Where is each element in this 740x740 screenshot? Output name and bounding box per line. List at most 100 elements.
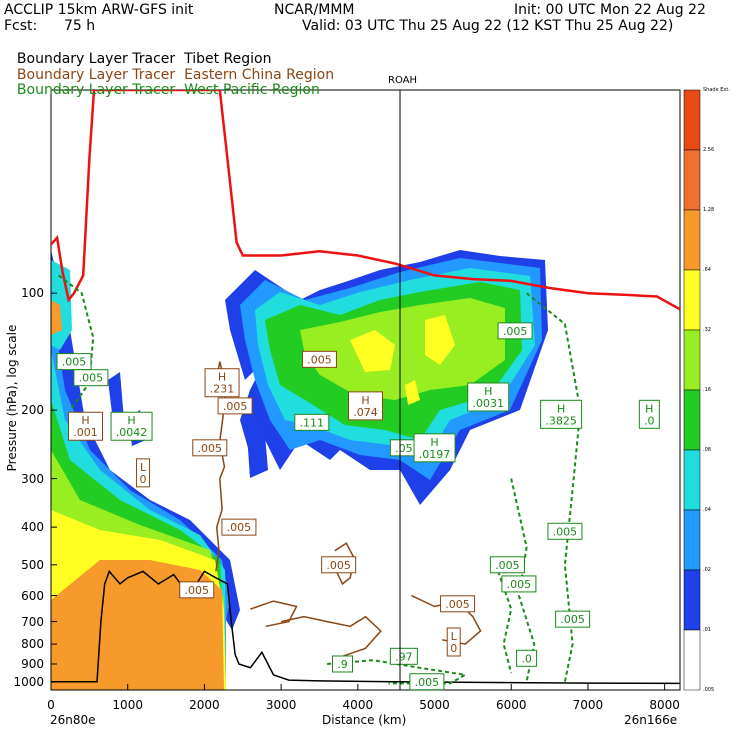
plot-frame xyxy=(50,89,681,691)
contour-label-26: .0 xyxy=(516,649,538,667)
legend-west-pacific-name: Boundary Layer Tracer xyxy=(16,82,176,98)
legend-tibet-name: Boundary Layer Tracer xyxy=(16,51,176,67)
x-axis-label: Distance (km) xyxy=(322,713,407,727)
outflow-yellow-1 xyxy=(350,330,395,372)
svg-text:.111: .111 xyxy=(300,416,325,429)
y-tick-label: 1000 xyxy=(13,674,44,689)
svg-text:.005: .005 xyxy=(326,559,351,572)
contour-label-13: H.0197 xyxy=(413,433,456,463)
contour-label-2: H.001 xyxy=(68,411,104,441)
x-tick-label: 1000 xyxy=(112,698,143,712)
colorbar-label: 1.28 xyxy=(703,207,715,213)
contour-label-14: H.0031 xyxy=(467,382,510,412)
svg-text:H: H xyxy=(430,436,438,449)
svg-text:H: H xyxy=(218,371,226,384)
y-tick-label: 700 xyxy=(21,614,44,629)
svg-text:H: H xyxy=(484,385,492,398)
colorbar-label: .08 xyxy=(703,447,711,453)
contour-label-1: .005 xyxy=(73,369,109,387)
legend-eastern-china-region: Eastern China Region xyxy=(184,67,335,83)
x-tick-label: 6000 xyxy=(495,698,527,712)
legend-west-pacific-region: West Pacific Region xyxy=(184,82,320,98)
fcst-value: 75 h xyxy=(64,18,96,34)
svg-text:.001: .001 xyxy=(73,426,98,439)
x-tick-label: 5000 xyxy=(419,698,450,712)
terrain-line xyxy=(51,569,680,685)
outflow-yellow-2 xyxy=(425,315,455,365)
legend-eastern-china-name: Boundary Layer Tracer xyxy=(16,67,176,83)
svg-text:.0042: .0042 xyxy=(116,426,148,439)
colorbar-label: .32 xyxy=(703,327,711,333)
svg-text:H: H xyxy=(557,402,565,415)
colorbar-label: .64 xyxy=(703,267,711,273)
contour-label-10: H.074 xyxy=(348,391,383,421)
contour-label-20: .005 xyxy=(440,595,476,613)
svg-text:H: H xyxy=(645,402,653,415)
svg-text:.005: .005 xyxy=(223,400,248,413)
y-tick-label: 300 xyxy=(21,471,44,486)
svg-text:.005: .005 xyxy=(553,525,578,538)
contour-label-28: .97 xyxy=(389,647,418,665)
contour-label-27: .9 xyxy=(331,655,353,673)
contour-label-21: .005 xyxy=(489,556,525,574)
colorbar-label: .02 xyxy=(703,567,711,573)
plume-orange xyxy=(51,560,224,690)
svg-text:.3825: .3825 xyxy=(545,414,577,427)
svg-text:0: 0 xyxy=(450,642,457,655)
y-tick-label: 500 xyxy=(21,557,44,572)
fcst-label: Fcst: xyxy=(4,18,38,34)
colorbar-segment xyxy=(683,629,701,691)
x-tick-label: 7000 xyxy=(572,698,604,712)
brown-contour-4 xyxy=(250,600,298,628)
valid-time: Valid: 03 UTC Thu 25 Aug 22 (12 KST Thu … xyxy=(302,18,674,34)
legend-eastern-china: Boundary Layer Tracer Eastern China Regi… xyxy=(8,51,334,83)
outflow-lightgreen xyxy=(300,298,505,400)
outflow-yellow-3 xyxy=(405,380,420,405)
contour-label-22: .005 xyxy=(501,575,537,593)
svg-text:L: L xyxy=(451,630,458,643)
svg-text:.0031: .0031 xyxy=(472,397,504,410)
y-tick-label: 200 xyxy=(21,403,44,418)
y-tick-label: 400 xyxy=(21,520,44,535)
tropopause-line xyxy=(51,90,680,311)
contour-label-25: L0 xyxy=(446,627,461,657)
colorbar-segment xyxy=(683,209,701,271)
colorbar-segment xyxy=(683,149,701,211)
svg-text:.0197: .0197 xyxy=(419,448,451,461)
colorbar xyxy=(683,89,701,691)
colorbar-label: 2.56 xyxy=(703,147,715,153)
svg-text:.005: .005 xyxy=(415,676,440,689)
model-title: ACCLIP 15km ARW-GFS init xyxy=(4,2,194,18)
colorbar-segment xyxy=(683,89,701,151)
svg-text:.005: .005 xyxy=(307,353,332,366)
svg-text:.0: .0 xyxy=(644,414,655,427)
contour-label-7: .005 xyxy=(192,439,228,457)
contour-label-11: .111 xyxy=(294,413,330,431)
svg-text:0: 0 xyxy=(140,473,147,486)
green-contour-1 xyxy=(525,292,582,683)
contour-label-24: .005 xyxy=(555,610,591,628)
svg-text:.005: .005 xyxy=(227,521,252,534)
svg-text:.005: .005 xyxy=(495,559,520,572)
svg-text:.074: .074 xyxy=(353,406,378,419)
contour-label-3: H.0042 xyxy=(110,411,153,441)
y-tick-label: 100 xyxy=(21,286,44,301)
contour-label-16: H.0 xyxy=(638,399,660,429)
contour-label-9: .005 xyxy=(301,350,337,368)
svg-text:H: H xyxy=(127,414,135,427)
contour-label-15: H.3825 xyxy=(540,399,583,429)
colorbar-label: .01 xyxy=(703,627,711,633)
colorbar-label: .16 xyxy=(703,387,711,393)
legend-tibet-region: Tibet Region xyxy=(184,51,272,67)
colorbar-segment xyxy=(683,449,701,511)
x-tick-label: 4000 xyxy=(342,698,374,712)
svg-text:H: H xyxy=(361,394,369,407)
svg-text:.05: .05 xyxy=(395,442,413,455)
contour-label-17: .005 xyxy=(497,322,533,340)
svg-text:.005: .005 xyxy=(503,325,528,338)
colorbar-segment xyxy=(683,389,701,451)
svg-text:.97: .97 xyxy=(395,650,413,663)
x-end-label: 26n166e xyxy=(624,713,678,727)
svg-text:.005: .005 xyxy=(445,598,470,611)
